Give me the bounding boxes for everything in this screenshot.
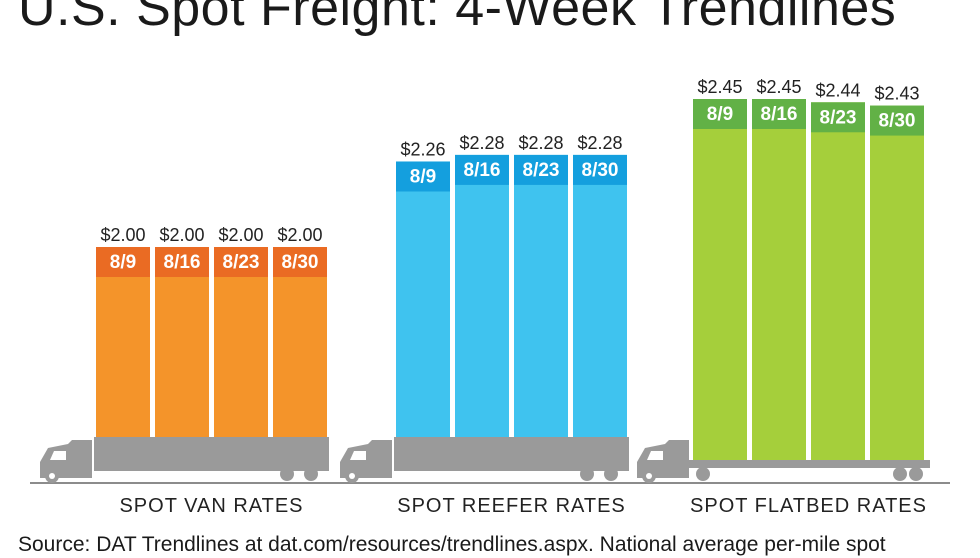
- bar-date-label: 8/30: [879, 111, 916, 132]
- bar-header: [752, 99, 806, 129]
- group-label: SPOT REEFER RATES: [397, 495, 626, 517]
- bar-header: [811, 102, 865, 133]
- source-note: Source: DAT Trendlines at dat.com/resour…: [18, 533, 886, 556]
- bar-header: [693, 99, 747, 129]
- trailer-deck: [394, 437, 629, 471]
- group-label: SPOT FLATBED RATES: [690, 495, 927, 517]
- trailer-wheel: [304, 467, 318, 481]
- bar-value-label: $2.00: [100, 225, 145, 245]
- truck-hub: [349, 473, 355, 479]
- truck-window: [50, 451, 66, 460]
- bar-value-label: $2.43: [874, 84, 919, 104]
- truck-window: [350, 451, 366, 460]
- bar-value-label: $2.00: [277, 225, 322, 245]
- bar: [693, 99, 747, 464]
- bar-date-label: 8/9: [707, 104, 733, 125]
- bar: [752, 99, 806, 464]
- trailer-deck: [687, 460, 930, 468]
- trailer-wheel: [909, 467, 923, 481]
- bar-value-label: $2.44: [815, 80, 860, 100]
- bar-header: [273, 247, 327, 277]
- bar-date-label: 8/9: [110, 252, 136, 273]
- bar-date-label: 8/9: [410, 166, 436, 187]
- bar-date-label: 8/16: [761, 104, 798, 125]
- bar-header: [870, 105, 924, 136]
- bar-date-label: 8/23: [523, 160, 560, 181]
- bar-value-label: $2.45: [756, 77, 801, 97]
- bar-date-label: 8/16: [164, 252, 201, 273]
- chart-title: U.S. Spot Freight: 4-Week Trendlines: [18, 0, 897, 37]
- bar-value-label: $2.28: [577, 133, 622, 153]
- bar: [870, 105, 924, 465]
- trailer-wheel: [604, 467, 618, 481]
- bar: [396, 161, 450, 437]
- bar: [455, 154, 509, 437]
- bar-value-label: $2.28: [518, 133, 563, 153]
- bar-header: [155, 247, 209, 277]
- bar-value-label: $2.45: [697, 77, 742, 97]
- trailer-wheel: [696, 467, 710, 481]
- trailer-deck: [94, 437, 329, 471]
- bar-value-label: $2.00: [218, 225, 263, 245]
- bar: [214, 247, 268, 437]
- bar-header: [573, 154, 627, 185]
- bar: [96, 247, 150, 437]
- bar-header: [396, 161, 450, 192]
- trailer-wheel: [893, 467, 907, 481]
- truck-window: [647, 451, 663, 460]
- bar: [514, 154, 568, 437]
- bar-value-label: $2.00: [159, 225, 204, 245]
- bar-header: [96, 247, 150, 277]
- trailer-wheel: [580, 467, 594, 481]
- baseline: [30, 482, 950, 484]
- truck-hub: [646, 473, 652, 479]
- bar: [573, 154, 627, 437]
- bar: [155, 247, 209, 437]
- bar: [273, 247, 327, 437]
- trailer-wheel: [280, 467, 294, 481]
- bar-date-label: 8/23: [223, 252, 260, 273]
- bar-date-label: 8/30: [282, 252, 319, 273]
- bar-header: [455, 154, 509, 185]
- bar-date-label: 8/16: [464, 160, 501, 181]
- truck-hub: [49, 473, 55, 479]
- bar-date-label: 8/23: [820, 107, 857, 128]
- bar-value-label: $2.28: [459, 133, 504, 153]
- bar: [811, 102, 865, 465]
- bar-value-label: $2.26: [400, 139, 445, 159]
- bar-header: [514, 154, 568, 185]
- bar-header: [214, 247, 268, 277]
- group-label: SPOT VAN RATES: [119, 495, 303, 517]
- bar-date-label: 8/30: [582, 160, 619, 181]
